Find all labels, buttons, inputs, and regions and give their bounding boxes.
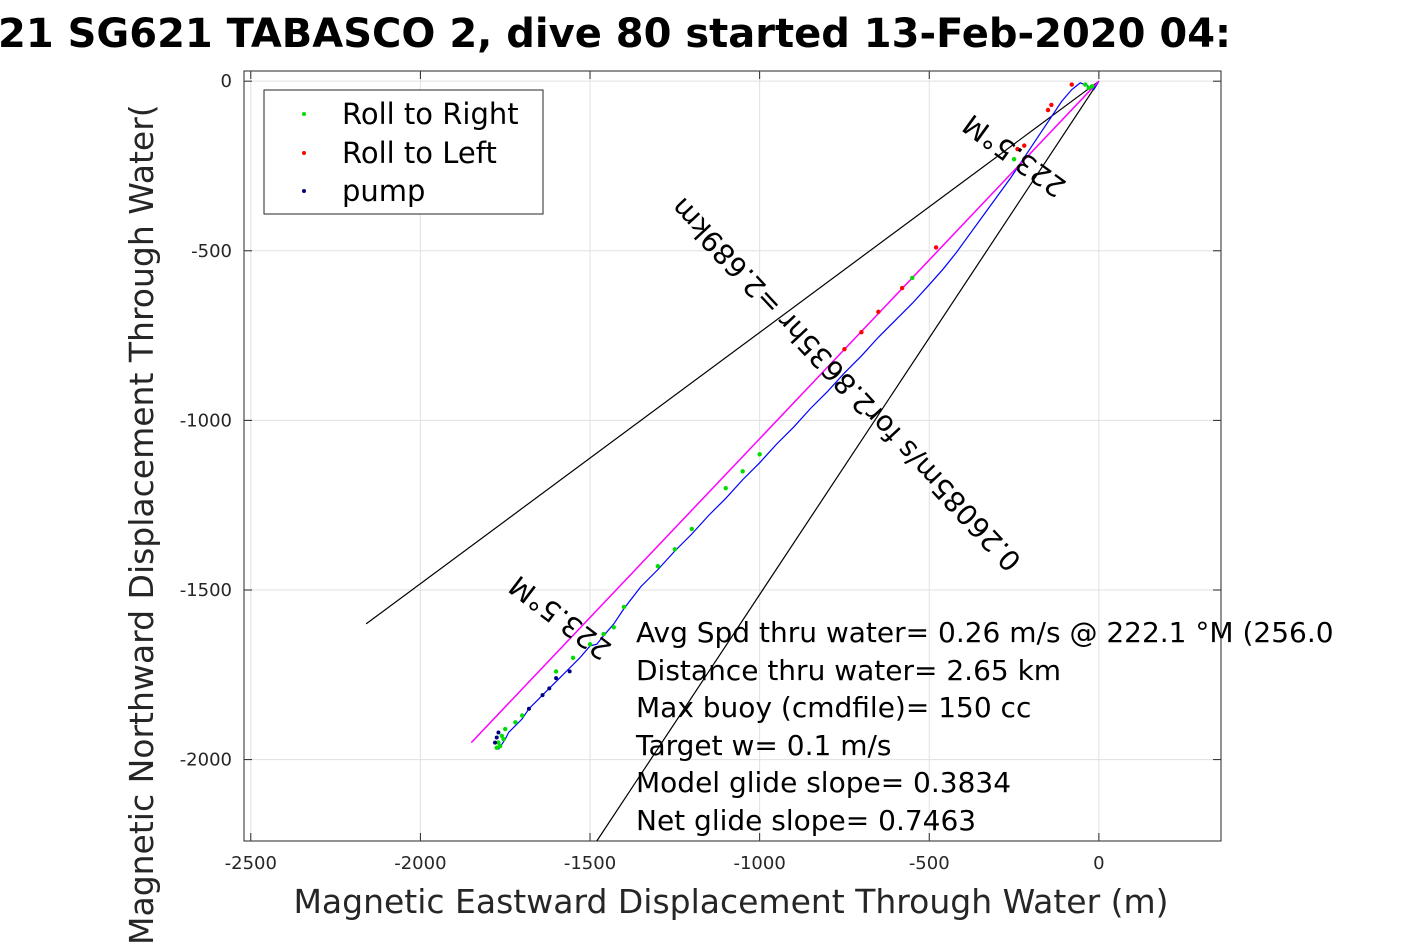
pump-point-0 [567,669,572,674]
pump-point-7 [540,693,545,698]
roll-right-point-17 [519,713,525,718]
legend-label-pump: pump [342,174,425,208]
roll-right-point-20 [499,733,505,739]
pump-point-1 [547,686,552,691]
stat-avg-speed: Avg Spd thru water= 0.26 m/s @ 222.1 °M … [636,616,1334,649]
marker-group [493,82,1095,750]
roll-left-point-5 [933,245,939,250]
roll-right-point-6 [740,469,745,474]
pump-point-2 [526,706,531,711]
x-tick-labels: -2500 -2000 -1500 -1000 -500 0 [225,853,1105,874]
y-tick-label-4: -2000 [180,750,232,771]
pump-point-3 [496,730,501,735]
roll-right-point-11 [621,604,627,610]
pump-point-6 [554,676,559,681]
roll-left-point-4 [1015,146,1020,152]
x-tick-label-4: -500 [909,853,950,874]
cone-line-1 [596,80,1100,842]
series-heading [470,80,1100,744]
roll-right-point-13 [601,631,606,637]
x-tick-label-1: -2000 [394,853,446,874]
y-tick-labels: 0 -500 -1000 -1500 -2000 [180,71,232,770]
y-tick-label-1: -500 [191,241,232,262]
roll-left-point-9 [842,346,847,352]
y-axis-label: Magnetic Northward Displacement Through … [122,104,161,945]
roll-left-point-1 [1049,102,1054,108]
roll-left-point-3 [1022,143,1027,148]
roll-right-point-9 [672,547,678,552]
x-tick-label-0: -2500 [225,853,277,874]
x-axis-label: Magnetic Eastward Displacement Through W… [293,882,1168,921]
legend-marker-pump [302,189,306,193]
roll-right-point-2 [1083,82,1088,87]
roll-right-point-16 [553,669,559,674]
roll-right-point-21 [496,740,501,745]
series-group [470,80,1100,750]
roll-right-point-7 [723,486,728,491]
roll-right-point-18 [513,720,518,725]
x-tick-label-5: 0 [1093,853,1104,874]
roll-right-point-14 [587,642,593,647]
roll-right-point-0 [1089,84,1095,89]
cone-line-0 [365,80,1100,625]
y-tick-label-3: -1500 [180,580,232,601]
stat-model-glide: Model glide slope= 0.3834 [636,766,1011,799]
roll-left-point-0 [1069,82,1074,87]
roll-right-point-1 [1086,85,1091,91]
legend-label-roll-right: Roll to Right [342,97,519,131]
legend: Roll to Right Roll to Left pump [263,89,544,215]
roll-right-point-19 [503,726,508,732]
roll-right-point-24 [501,737,506,742]
y-tick-label-0: 0 [221,71,232,92]
stat-net-glide: Net glide slope= 0.7463 [636,804,976,837]
stat-max-buoy: Max buoy (cmdfile)= 150 cc [636,691,1031,724]
legend-label-roll-left: Roll to Left [342,136,497,170]
roll-right-point-8 [689,526,694,532]
x-tick-label-3: -1000 [733,853,785,874]
legend-marker-roll-left [302,151,306,155]
roll-left-point-2 [1045,107,1051,113]
roll-right-point-3 [1011,156,1017,162]
roll-left-point-8 [859,329,864,335]
stat-distance: Distance thru water= 2.65 km [636,654,1061,687]
legend-box [263,89,544,215]
pump-point-5 [493,740,498,745]
chart-title: 21 SG621 TABASCO 2, dive 80 started 13-F… [0,11,1231,57]
roll-left-point-7 [876,309,881,315]
roll-right-point-15 [570,655,576,661]
x-tick-label-2: -1500 [564,853,616,874]
roll-right-point-10 [655,564,661,569]
stats-annotation: Avg Spd thru water= 0.26 m/s @ 222.1 °M … [635,616,1334,837]
roll-right-point-5 [757,452,762,457]
pump-point-4 [494,735,499,740]
series-track [497,80,1100,750]
roll-left-point-6 [899,285,905,291]
legend-marker-roll-right [302,112,306,116]
roll-right-point-22 [494,745,499,750]
y-tick-label-2: -1000 [180,410,232,431]
roll-right-point-12 [611,625,616,630]
roll-right-point-4 [910,275,915,281]
cone-lines [365,80,1100,842]
roll-right-point-23 [497,743,503,749]
stat-target-w: Target w= 0.1 m/s [635,729,892,762]
